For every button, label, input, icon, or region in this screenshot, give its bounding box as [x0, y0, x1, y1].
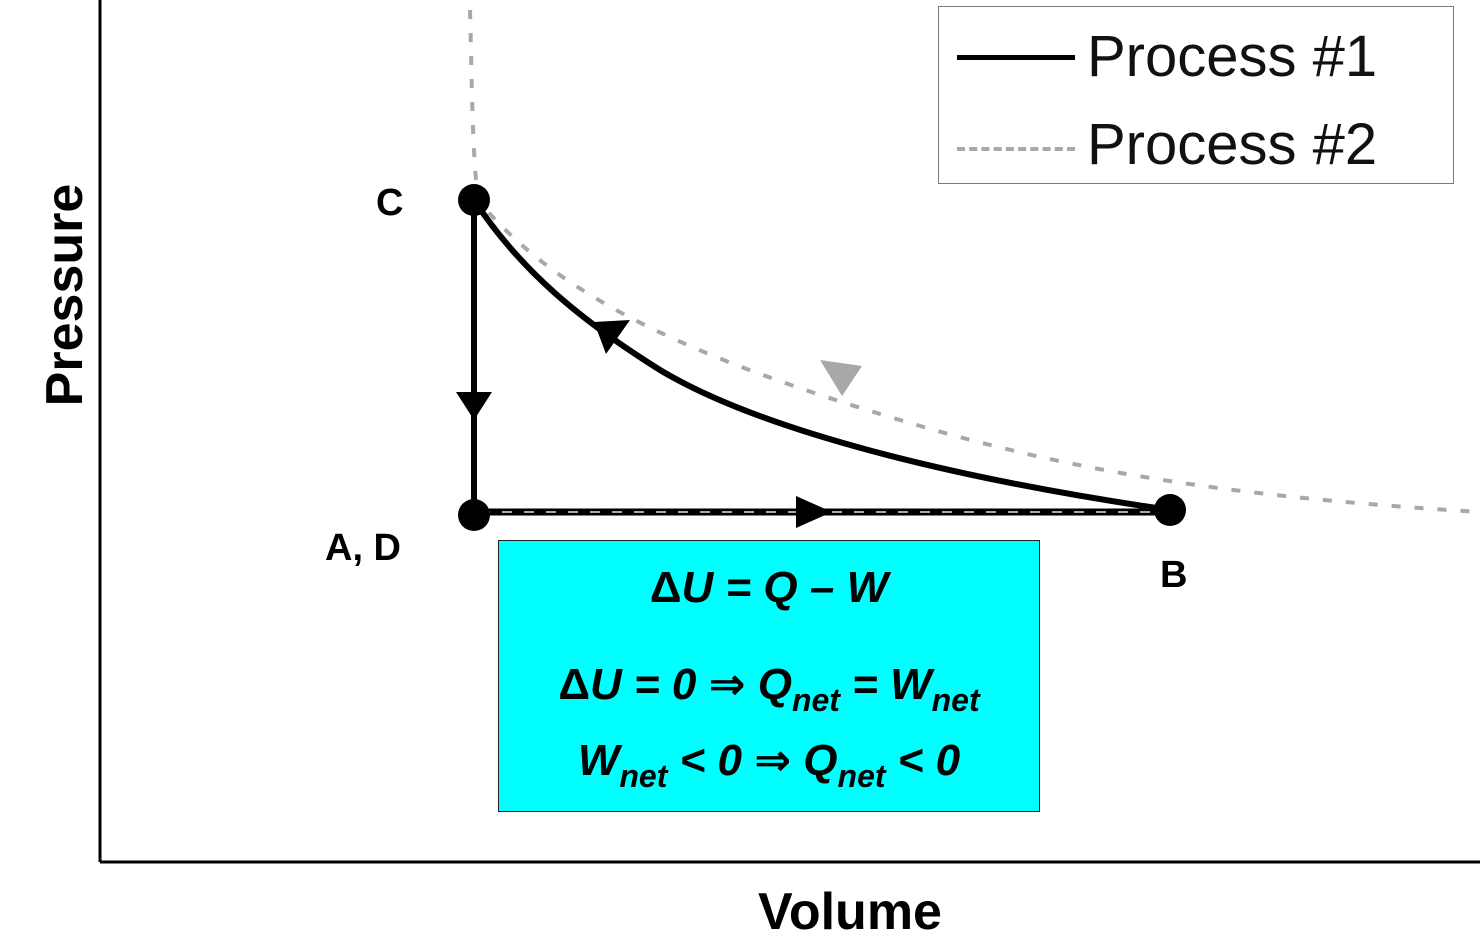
legend-swatch-solid	[957, 55, 1075, 60]
legend-item-process2: Process #2	[939, 105, 1453, 185]
legend-swatch-dashed	[957, 147, 1075, 151]
eq3-w: W	[577, 736, 620, 785]
equation-cycle: ΔU = 0 ⇒ Qnet = Wnet	[499, 659, 1039, 719]
eq3-end: < 0	[885, 736, 961, 785]
eq3-q-sub: net	[837, 758, 886, 794]
delta-symbol: Δ	[649, 563, 682, 612]
implies-symbol: ⇒	[708, 660, 746, 709]
eq3-q: Q	[791, 736, 838, 785]
delta-symbol: Δ	[558, 660, 590, 709]
eq3-mid: < 0	[667, 736, 755, 785]
point-b-label: B	[1160, 554, 1188, 596]
legend-label-process1: Process #1	[1087, 24, 1378, 89]
process2-arrow	[820, 360, 862, 396]
eq2-w-sub: net	[931, 682, 980, 718]
process1-curve-bc	[471, 198, 1171, 513]
eq2-eq-w: = W	[839, 660, 932, 709]
process2-curve	[468, 9, 1480, 514]
eq1-text: U = Q – W	[681, 563, 889, 612]
y-axis-title: Pressure	[36, 183, 94, 407]
equation-box: ΔU = Q – W ΔU = 0 ⇒ Qnet = Wnet Wnet < 0…	[498, 540, 1040, 812]
point-ad-label: A, D	[325, 527, 401, 569]
point-c-label: C	[376, 182, 404, 224]
process1-arrow-ab	[796, 496, 832, 528]
process1-arrow-ca	[456, 392, 492, 420]
eq2-q: Q	[745, 660, 792, 709]
point-ad	[458, 499, 490, 531]
eq2-q-sub: net	[791, 682, 840, 718]
eq2-part-a: U = 0	[589, 660, 709, 709]
legend-item-process1: Process #1	[939, 17, 1453, 97]
legend: Process #1 Process #2	[938, 6, 1454, 184]
legend-label-process2: Process #2	[1087, 112, 1378, 177]
point-c	[458, 184, 490, 216]
equation-net-work: Wnet < 0 ⇒ Qnet < 0	[499, 735, 1039, 795]
x-axis-title: Volume	[758, 883, 942, 941]
equation-first-law: ΔU = Q – W	[499, 563, 1039, 613]
point-b	[1154, 494, 1186, 526]
implies-symbol: ⇒	[754, 736, 792, 785]
eq3-w-sub: net	[619, 758, 668, 794]
process1-arrow-bc	[594, 320, 630, 354]
